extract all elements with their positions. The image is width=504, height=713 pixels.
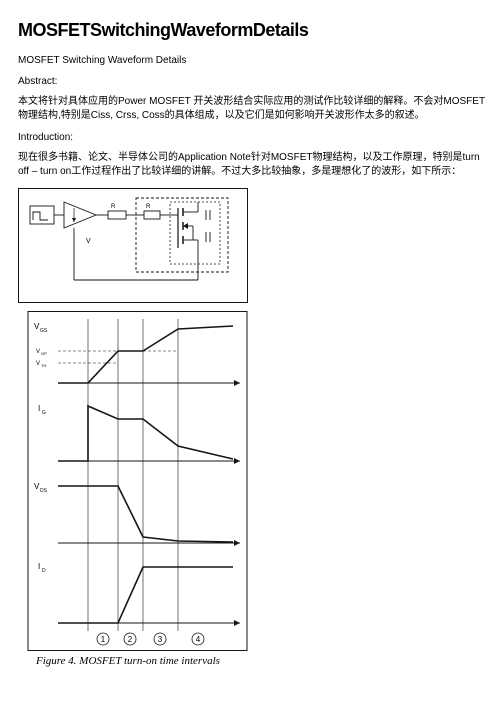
- svg-text:D: D: [42, 568, 46, 574]
- svg-text:V: V: [86, 238, 91, 245]
- svg-text:1: 1: [101, 635, 106, 644]
- svg-text:G: G: [42, 410, 46, 416]
- svg-text:3: 3: [158, 635, 163, 644]
- intro-label: Introduction:: [18, 132, 486, 143]
- svg-text:DS: DS: [40, 488, 48, 494]
- svg-text:GS: GS: [40, 328, 48, 334]
- circuit-diagram: R R V: [18, 188, 248, 303]
- page-title: MOSFETSwitchingWaveformDetails: [18, 20, 486, 41]
- svg-text:GP: GP: [41, 351, 47, 356]
- svg-text:R: R: [111, 204, 116, 210]
- svg-text:I: I: [38, 562, 40, 571]
- abstract-text: 本文将针对具体应用的Power MOSFET 开关波形结合实际应用的测试作比较详…: [18, 95, 486, 122]
- waveform-diagram: VGS VTH VGP IG VDS ID 1 2 3 4: [18, 311, 248, 651]
- circuit-figure: R R V: [18, 188, 486, 303]
- intro-text: 现在很多书籍、论文、半导体公司的Application Note针对MOSFET…: [18, 151, 486, 178]
- svg-text:TH: TH: [41, 363, 46, 368]
- abstract-label: Abstract:: [18, 76, 486, 87]
- waveform-figure: VGS VTH VGP IG VDS ID 1 2 3 4: [18, 311, 486, 651]
- svg-text:I: I: [38, 404, 40, 413]
- figure-caption: Figure 4. MOSFET turn-on time intervals: [36, 655, 486, 667]
- svg-text:R: R: [146, 204, 151, 210]
- svg-text:2: 2: [128, 635, 133, 644]
- svg-text:V: V: [36, 361, 40, 367]
- subtitle: MOSFET Switching Waveform Details: [18, 55, 486, 66]
- svg-text:V: V: [36, 349, 40, 355]
- svg-text:4: 4: [196, 635, 201, 644]
